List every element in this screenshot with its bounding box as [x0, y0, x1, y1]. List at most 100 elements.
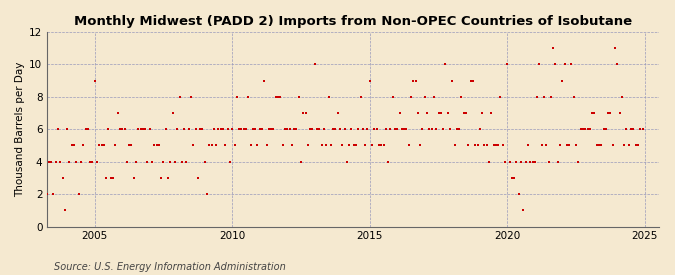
Point [92, 160, 103, 164]
Point [69, 143, 80, 148]
Point [286, 143, 297, 148]
Point [520, 160, 531, 164]
Point [475, 127, 485, 131]
Point [119, 127, 130, 131]
Point [307, 127, 318, 131]
Point [497, 143, 508, 148]
Point [582, 127, 593, 131]
Point [240, 127, 251, 131]
Point [601, 127, 612, 131]
Point [76, 160, 86, 164]
Point [385, 127, 396, 131]
Point [62, 127, 73, 131]
Point [392, 127, 403, 131]
Point [452, 127, 462, 131]
Point [626, 127, 637, 131]
Point [209, 127, 219, 131]
Point [442, 111, 453, 115]
Point [296, 160, 306, 164]
Point [575, 127, 586, 131]
Point [314, 127, 325, 131]
Point [481, 143, 492, 148]
Point [378, 143, 389, 148]
Point [275, 95, 286, 99]
Point [589, 111, 600, 115]
Point [605, 111, 616, 115]
Point [527, 160, 538, 164]
Point [381, 127, 392, 131]
Point [529, 160, 540, 164]
Point [449, 143, 460, 148]
Point [477, 111, 487, 115]
Point [431, 127, 441, 131]
Point [126, 143, 137, 148]
Point [248, 127, 259, 131]
Point [509, 176, 520, 180]
Point [99, 143, 109, 148]
Point [167, 111, 178, 115]
Point [371, 127, 382, 131]
Point [211, 143, 221, 148]
Point [232, 95, 242, 99]
Point [550, 62, 561, 67]
Point [199, 160, 210, 164]
Point [64, 160, 75, 164]
Point [435, 111, 446, 115]
Point [493, 143, 504, 148]
Point [117, 127, 128, 131]
Point [222, 127, 233, 131]
Point [460, 111, 471, 115]
Point [153, 143, 164, 148]
Point [161, 127, 171, 131]
Point [614, 111, 625, 115]
Text: Source: U.S. Energy Information Administration: Source: U.S. Energy Information Administ… [54, 262, 286, 272]
Point [282, 127, 293, 131]
Point [97, 143, 107, 148]
Point [399, 127, 410, 131]
Point [524, 160, 535, 164]
Point [437, 127, 448, 131]
Point [179, 127, 190, 131]
Point [204, 143, 215, 148]
Point [608, 143, 618, 148]
Point [463, 143, 474, 148]
Point [624, 143, 634, 148]
Point [245, 143, 256, 148]
Point [332, 111, 343, 115]
Point [408, 78, 418, 83]
Point [389, 127, 400, 131]
Point [568, 95, 579, 99]
Point [140, 127, 151, 131]
Point [330, 127, 341, 131]
Point [472, 143, 483, 148]
Point [266, 127, 277, 131]
Point [74, 192, 84, 196]
Point [43, 160, 54, 164]
Point [545, 95, 556, 99]
Point [346, 127, 357, 131]
Point [105, 176, 116, 180]
Point [146, 160, 157, 164]
Point [115, 127, 126, 131]
Point [144, 127, 155, 131]
Point [128, 176, 139, 180]
Point [195, 127, 206, 131]
Point [339, 127, 350, 131]
Point [422, 111, 433, 115]
Point [165, 160, 176, 164]
Point [456, 95, 467, 99]
Point [417, 127, 428, 131]
Point [215, 127, 226, 131]
Point [358, 127, 369, 131]
Point [506, 176, 517, 180]
Point [394, 111, 405, 115]
Point [591, 143, 602, 148]
Point [174, 95, 185, 99]
Point [323, 95, 334, 99]
Point [335, 127, 346, 131]
Point [362, 127, 373, 131]
Point [483, 160, 494, 164]
Point [229, 143, 240, 148]
Point [256, 127, 267, 131]
Point [632, 143, 643, 148]
